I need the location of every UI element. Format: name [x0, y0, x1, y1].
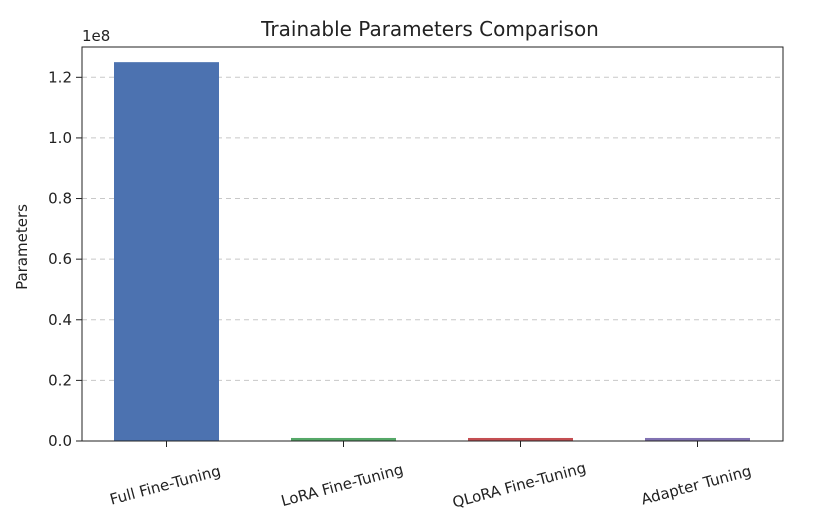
y-tick-label: 0.6: [48, 250, 72, 268]
y-axis-scale-label: 1e8: [82, 27, 110, 45]
bar: [645, 437, 750, 441]
bar: [291, 437, 396, 441]
chart-title: Trainable Parameters Comparison: [260, 17, 599, 41]
y-tick-label: 0.8: [48, 190, 72, 208]
y-tick-label: 0.0: [48, 432, 72, 450]
x-tick-label: Adapter Tuning: [639, 462, 753, 509]
bars: [114, 62, 750, 442]
y-tick-label: 0.2: [48, 371, 72, 389]
y-axis-title: Parameters: [13, 204, 31, 290]
x-tick-label: LoRA Fine-Tuning: [279, 460, 405, 510]
x-tick-label: Full Fine-Tuning: [108, 462, 223, 509]
y-tick-label: 0.4: [48, 311, 72, 329]
bar: [114, 62, 219, 442]
y-tick-label: 1.0: [48, 129, 72, 147]
x-tick-label: QLoRA Fine-Tuning: [450, 459, 587, 512]
bar: [468, 437, 573, 441]
y-tick-label: 1.2: [48, 68, 72, 86]
plot-frame: [81, 46, 784, 442]
